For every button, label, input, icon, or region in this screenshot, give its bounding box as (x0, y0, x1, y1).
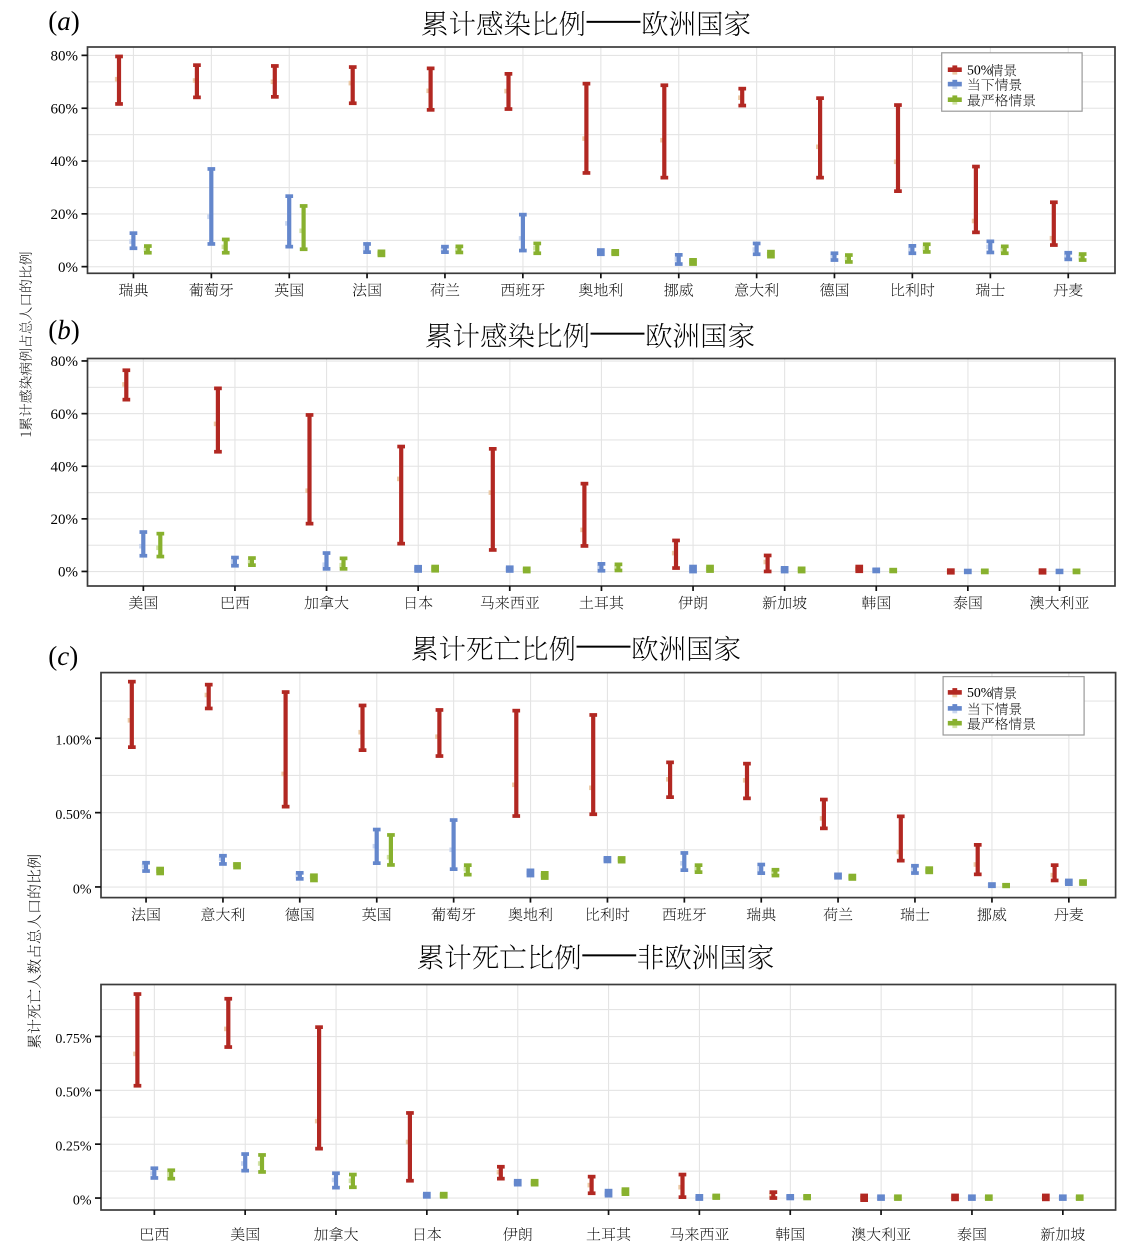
svg-text:0%: 0% (73, 1193, 92, 1208)
svg-text:50%: 50% (967, 685, 993, 700)
svg-text:0%: 0% (73, 882, 92, 897)
svg-text:20%: 20% (51, 207, 79, 223)
svg-text:0.75%: 0.75% (55, 1032, 92, 1047)
svg-text:60%: 60% (51, 407, 79, 423)
svg-text:(a): (a) (48, 6, 80, 36)
svg-text:(b): (b) (48, 315, 80, 345)
svg-text:0.50%: 0.50% (55, 808, 92, 823)
svg-text:1.00%: 1.00% (55, 734, 92, 749)
svg-text:80%: 80% (51, 49, 79, 65)
svg-text:0%: 0% (58, 565, 78, 581)
svg-text:60%: 60% (51, 101, 79, 117)
svg-text:50%: 50% (967, 62, 993, 77)
svg-text:0%: 0% (58, 260, 78, 276)
svg-text:80%: 80% (51, 354, 79, 370)
svg-text:20%: 20% (51, 512, 79, 528)
svg-text:40%: 40% (51, 154, 79, 170)
svg-text:0.25%: 0.25% (55, 1140, 92, 1155)
svg-text:40%: 40% (51, 459, 79, 475)
svg-text:(c): (c) (48, 641, 78, 671)
svg-text:0.50%: 0.50% (55, 1086, 92, 1101)
